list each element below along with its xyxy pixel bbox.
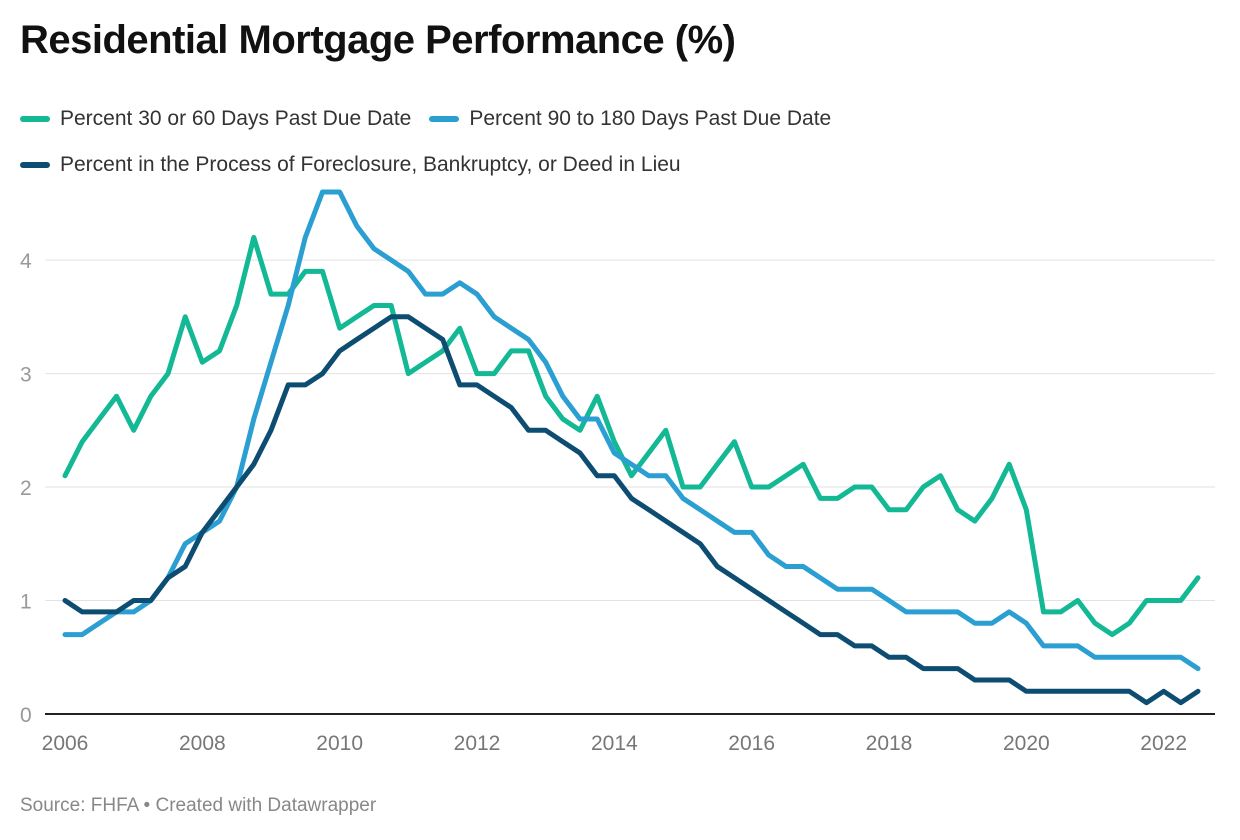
legend-swatch-30-60-days [20,116,50,122]
y-tick-label-2: 2 [20,477,32,500]
x-tick-label-2016: 2016 [728,732,775,755]
legend-swatch-90-180-days [429,116,460,122]
x-tick-label-2008: 2008 [179,732,226,755]
legend-row-2: Percent in the Process of Foreclosure, B… [20,142,1200,188]
y-tick-label-0: 0 [20,704,32,727]
legend-row-1: Percent 30 or 60 Days Past Due Date Perc… [20,96,1200,142]
series-line-2 [62,189,1201,672]
x-tick-label-2022: 2022 [1140,732,1187,755]
x-tick-label-2012: 2012 [454,732,501,755]
x-tick-label-2014: 2014 [591,732,638,755]
series-line-1 [62,234,1201,638]
legend-label-foreclosure: Percent in the Process of Foreclosure, B… [60,153,681,176]
chart-title: Residential Mortgage Performance (%) [20,18,736,62]
chart-legend: Percent 30 or 60 Days Past Due Date Perc… [20,96,1200,188]
x-tick-label-2010: 2010 [316,732,363,755]
legend-swatch-foreclosure [20,162,50,168]
legend-item-90-180-days: Percent 90 to 180 Days Past Due Date [429,107,831,131]
series-line-3 [62,314,1201,706]
x-tick-label-2020: 2020 [1003,732,1050,755]
legend-label-30-60-days: Percent 30 or 60 Days Past Due Date [60,107,412,130]
y-tick-label-4: 4 [20,250,32,273]
x-tick-label-2006: 2006 [42,732,89,755]
legend-item-foreclosure: Percent in the Process of Foreclosure, B… [20,153,681,177]
line-chart: 0 1 2 3 4 2006 2008 2010 2012 2014 2016 2018 2020 202… [20,189,1215,755]
legend-label-90-180-days: Percent 90 to 180 Days Past Due Date [469,107,832,130]
source-note: Source: FHFA • Created with Datawrapper [20,795,377,816]
legend-item-30-60-days: Percent 30 or 60 Days Past Due Date [20,107,411,131]
x-tick-label-2018: 2018 [866,732,913,755]
y-tick-label-1: 1 [20,591,32,614]
y-tick-label-3: 3 [20,364,32,387]
